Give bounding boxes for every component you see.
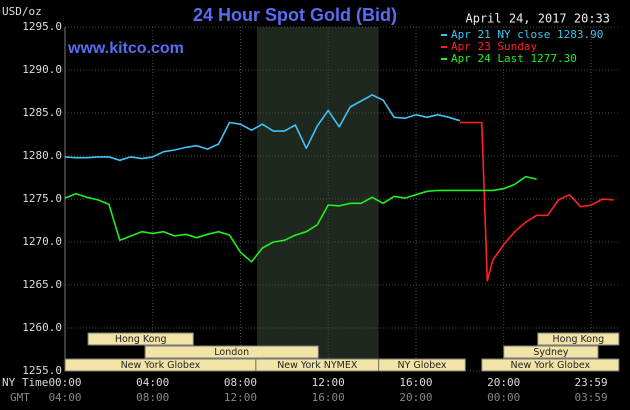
chart-title: 24 Hour Spot Gold (Bid) xyxy=(193,5,397,25)
session-label: London xyxy=(214,347,249,358)
x-tick-label: 00:00 xyxy=(48,376,81,389)
x-tick-label: 20:00 xyxy=(487,376,520,389)
x2-tick-label: 04:00 xyxy=(48,391,81,404)
legend-label: Apr 24 Last 1277.30 xyxy=(451,52,577,65)
session-label: New York Globex xyxy=(121,360,201,371)
y-tick-label: 1270.0 xyxy=(22,235,62,248)
x2-tick-label: 03:59 xyxy=(575,391,608,404)
x-tick-label: 04:00 xyxy=(136,376,169,389)
x-tick-label: 23:59 xyxy=(575,376,608,389)
session-bar xyxy=(503,345,599,359)
session-label: Hong Kong xyxy=(552,334,604,345)
session-bar xyxy=(481,358,620,372)
x2-tick-label: 12:00 xyxy=(224,391,257,404)
y-tick-label: 1295.0 xyxy=(22,20,62,33)
session-bar xyxy=(537,332,620,346)
session-label: New York NYMEX xyxy=(277,360,358,371)
session-label: Sydney xyxy=(533,347,569,358)
series-line xyxy=(64,175,537,263)
legend-label: Apr 21 NY close 1283.90 xyxy=(451,28,603,41)
y-tick-label: 1285.0 xyxy=(22,106,62,119)
x2-axis-label: GMT xyxy=(10,391,30,404)
x-tick-label: 08:00 xyxy=(224,376,257,389)
x-axis-label: NY Time xyxy=(2,376,48,389)
x2-tick-label: 16:00 xyxy=(312,391,345,404)
y-tick-label: 1260.0 xyxy=(22,321,62,334)
series-line xyxy=(459,121,614,282)
timestamp: April 24, 2017 20:33 xyxy=(466,12,611,26)
session-label: New York Globex xyxy=(511,360,591,371)
session-bar xyxy=(87,332,194,346)
y-axis-label: USD/oz xyxy=(2,5,42,18)
session-bar xyxy=(144,345,319,359)
watermark: www.kitco.com xyxy=(67,40,184,57)
x2-tick-label: 20:00 xyxy=(399,391,432,404)
y-tick-label: 1290.0 xyxy=(22,63,62,76)
session-label: Hong Kong xyxy=(115,334,167,345)
session-bar xyxy=(378,358,466,372)
x-tick-label: 16:00 xyxy=(399,376,432,389)
y-tick-label: 1275.0 xyxy=(22,192,62,205)
series-line xyxy=(64,94,461,162)
x-tick-label: 12:00 xyxy=(312,376,345,389)
y-tick-label: 1255.0 xyxy=(22,364,62,377)
x2-tick-label: 08:00 xyxy=(136,391,169,404)
y-tick-label: 1280.0 xyxy=(22,149,62,162)
legend-label: Apr 23 Sunday xyxy=(451,40,537,53)
x2-tick-label: 00:00 xyxy=(487,391,520,404)
y-tick-label: 1265.0 xyxy=(22,278,62,291)
session-label: NY Globex xyxy=(397,360,446,371)
